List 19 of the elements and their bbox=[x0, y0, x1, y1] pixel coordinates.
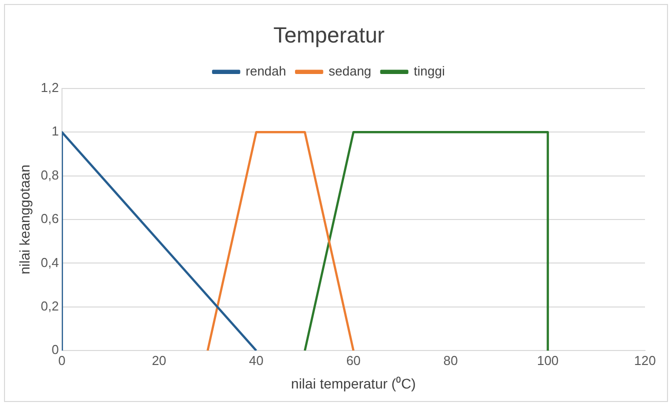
y-tick-label: 1 bbox=[52, 124, 59, 139]
x-tick-label: 100 bbox=[536, 352, 559, 368]
y-axis-title: nilai keanggotaan bbox=[16, 164, 32, 274]
x-tick-label: 40 bbox=[249, 352, 264, 368]
y-tick-label: 1,2 bbox=[40, 80, 59, 95]
x-tick-label: 120 bbox=[634, 352, 656, 368]
y-tick-label: 0,6 bbox=[40, 211, 59, 226]
legend-label: rendah bbox=[246, 63, 286, 78]
x-tick-label: 60 bbox=[346, 352, 361, 368]
y-tick-label: 0,4 bbox=[40, 254, 59, 270]
x-tick-label: 20 bbox=[152, 352, 166, 368]
y-tick-label: 0,2 bbox=[40, 298, 59, 314]
chart-title: Temperatur bbox=[273, 22, 385, 48]
y-tick-label: 0 bbox=[52, 342, 59, 358]
x-tick-label: 80 bbox=[443, 352, 458, 368]
legend-label: sedang bbox=[328, 63, 372, 78]
x-axis-title: nilai temperatur (⁰C) bbox=[291, 375, 416, 392]
legend-label: tinggi bbox=[414, 63, 445, 78]
y-tick-label: 0,8 bbox=[40, 167, 59, 182]
